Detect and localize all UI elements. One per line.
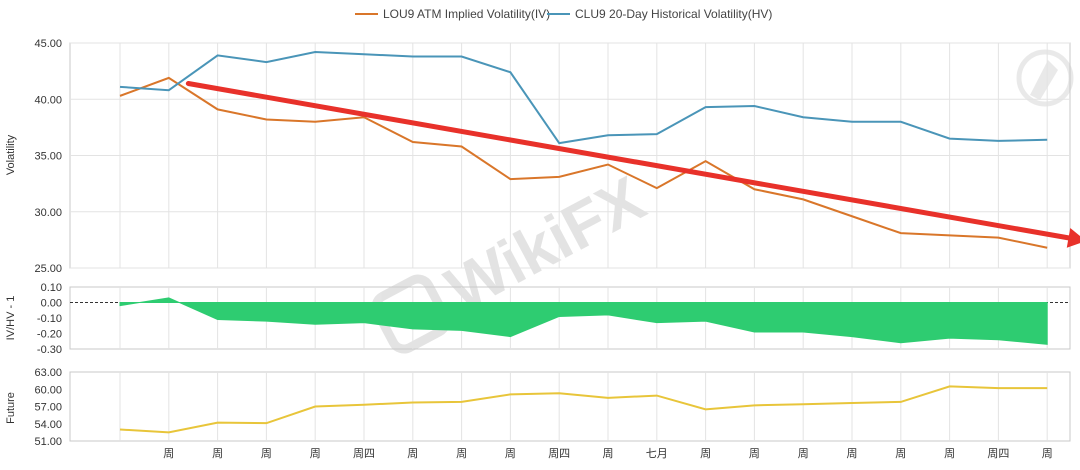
watermark-text: WikiFX xyxy=(434,162,656,326)
xtick-label: 周 xyxy=(1042,447,1053,460)
ytick-label: 51.00 xyxy=(34,436,62,448)
ytick-label: 25.00 xyxy=(34,263,62,275)
ytick-label: 63.00 xyxy=(34,367,62,379)
xtick-label: 周 xyxy=(798,447,809,460)
watermark-logo-icon xyxy=(371,274,451,354)
xtick-label: 周 xyxy=(505,447,516,460)
xtick-label: 周 xyxy=(456,447,467,460)
xtick-label: 七月 xyxy=(646,447,668,460)
panel-frame-1 xyxy=(69,286,1071,350)
xtick-label: 周 xyxy=(407,447,418,460)
ytick-label: 57.00 xyxy=(34,402,62,414)
xtick-label: 周 xyxy=(212,447,223,460)
legend: LOU9 ATM Implied Volatility(IV) CLU9 20-… xyxy=(355,7,772,21)
future-series-line xyxy=(119,385,1048,434)
ylabel-ratio: IV/HV - 1 xyxy=(5,296,17,341)
iv-series-line xyxy=(119,76,1048,249)
ytick-label: 35.00 xyxy=(34,151,62,163)
xtick-label: 周 xyxy=(261,447,272,460)
ytick-label: 0.10 xyxy=(41,282,62,294)
trend-arrow-head xyxy=(1066,228,1080,248)
ytick-label: 0.00 xyxy=(41,298,62,310)
xtick-label: 周 xyxy=(700,447,711,460)
ytick-label: 45.00 xyxy=(34,38,62,50)
xtick-label: 周四 xyxy=(987,447,1009,460)
legend-label-hv: CLU9 20-Day Historical Volatility(HV) xyxy=(575,7,772,21)
xtick-label: 周 xyxy=(847,447,858,460)
ylabel-future: Future xyxy=(5,392,17,424)
xtick-label: 周 xyxy=(749,447,760,460)
chart-marks: 45.00 40.00 35.00 30.00 25.00 0.10 0.00 -0.10 -0… xyxy=(34,38,1080,460)
hv-series-line xyxy=(119,50,1048,145)
xtick-label: 周 xyxy=(603,447,614,460)
legend-label-iv: LOU9 ATM Implied Volatility(IV) xyxy=(383,7,550,21)
ratio-area xyxy=(119,297,1048,345)
xtick-label: 周 xyxy=(895,447,906,460)
ytick-label: 40.00 xyxy=(34,94,62,106)
ytick-label: -0.10 xyxy=(37,313,62,325)
trend-arrow-shaft xyxy=(185,81,1072,241)
panel-frame-2 xyxy=(69,371,1071,442)
xtick-label: 周 xyxy=(944,447,955,460)
corner-logo-icon xyxy=(1016,49,1074,107)
xtick-label: 周四 xyxy=(353,447,375,460)
ylabel-volatility: Volatility xyxy=(5,134,17,175)
ytick-label: 60.00 xyxy=(34,384,62,396)
ytick-label: 54.00 xyxy=(34,419,62,431)
ytick-label: -0.30 xyxy=(37,344,62,356)
ytick-label: -0.20 xyxy=(37,329,62,341)
ytick-label: 30.00 xyxy=(34,207,62,219)
xtick-label: 周 xyxy=(163,447,174,460)
xtick-label: 周 xyxy=(310,447,321,460)
xtick-label: 周四 xyxy=(548,447,570,460)
